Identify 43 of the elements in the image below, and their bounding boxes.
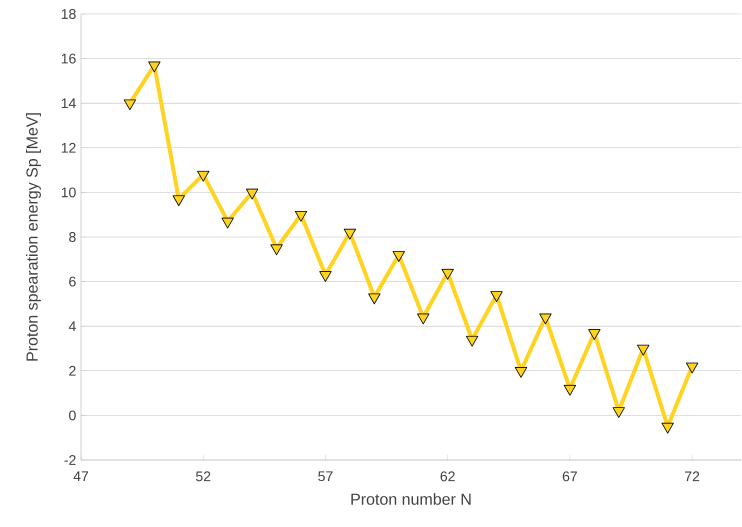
point <box>148 62 161 72</box>
y-tick-label: 4 <box>68 321 76 332</box>
y-tick-label: 18 <box>62 9 76 19</box>
point <box>319 271 332 282</box>
point <box>466 336 478 347</box>
y-tick-label: 10 <box>62 187 76 198</box>
y-tick-label: 6 <box>69 276 76 287</box>
point <box>368 293 381 304</box>
point <box>417 314 430 324</box>
point <box>539 314 552 324</box>
y-tick-label: 2 <box>69 366 76 376</box>
x-tick-label: 67 <box>562 471 577 482</box>
point <box>270 244 283 256</box>
y-tick-label: 14 <box>62 98 76 108</box>
point <box>172 195 185 206</box>
y-tick-label: 16 <box>62 54 76 64</box>
point <box>612 407 625 418</box>
point <box>197 170 210 182</box>
point <box>490 291 503 302</box>
point <box>294 210 308 222</box>
x-tick-label: 72 <box>685 471 700 482</box>
y-axis-title: Proton spearation energy Sp [MeV] <box>26 113 41 361</box>
x-tick-label: 52 <box>196 471 210 482</box>
point <box>392 251 405 262</box>
x-tick-label: 62 <box>440 471 455 482</box>
x-axis-title: Proton number N <box>351 493 471 505</box>
point <box>246 188 258 200</box>
x-tick-label: 57 <box>318 471 333 482</box>
point <box>686 362 698 374</box>
point <box>344 228 356 240</box>
x-tick-label: 47 <box>74 471 88 481</box>
y-tick-label: 8 <box>69 232 76 242</box>
point <box>514 367 528 378</box>
point <box>588 329 601 340</box>
point <box>222 218 234 228</box>
point <box>124 99 136 110</box>
point <box>661 422 674 434</box>
y-tick-label: 12 <box>62 142 76 153</box>
y-tick-label: -2 <box>64 455 76 465</box>
point <box>637 344 650 356</box>
point <box>564 384 576 396</box>
y-tick-label: 0 <box>69 410 76 420</box>
point <box>441 268 454 280</box>
